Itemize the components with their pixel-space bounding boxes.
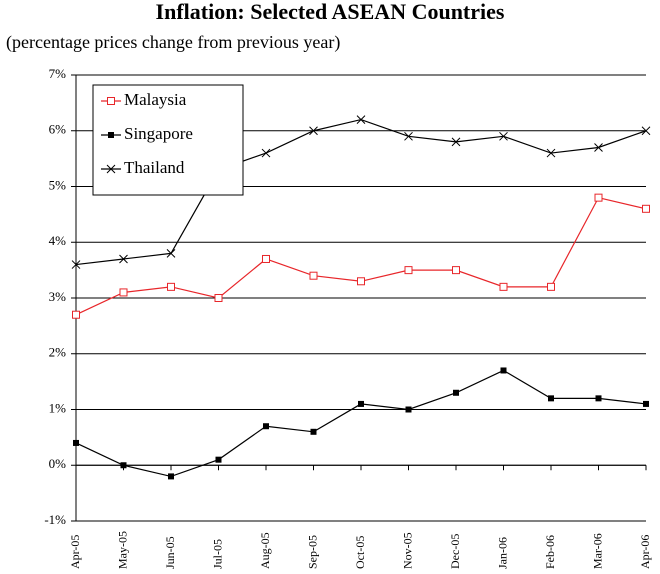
y-tick-label: -1% [44, 512, 66, 527]
data-point [262, 254, 270, 263]
chart-subtitle: (percentage prices change from previous … [6, 32, 340, 53]
series-line [75, 196, 647, 316]
y-tick-label: 2% [49, 345, 67, 360]
data-point [642, 204, 650, 213]
x-tick-label: Jun-05 [163, 536, 177, 569]
x-tick-label: Apr-05 [68, 535, 82, 569]
x-tick-label: Dec-05 [448, 534, 462, 569]
data-point [595, 395, 602, 402]
data-point [119, 254, 128, 264]
data-point [310, 428, 317, 435]
data-point [546, 148, 556, 158]
legend-label: Thailand [124, 158, 185, 177]
data-point [263, 423, 269, 430]
y-tick-label: 1% [49, 400, 67, 415]
data-point [358, 400, 364, 407]
data-point [548, 395, 554, 402]
data-point [168, 473, 174, 480]
x-tick-label: Nov-05 [400, 532, 414, 569]
y-tick-label: 0% [49, 456, 67, 471]
data-point [452, 266, 460, 275]
x-tick-label: Mar-06 [590, 533, 604, 569]
data-point [261, 148, 271, 158]
data-point [309, 271, 318, 280]
legend-marker [106, 164, 116, 174]
y-tick-label: 3% [49, 289, 67, 304]
x-tick-label: Jan-06 [495, 537, 509, 569]
x-tick-label: Aug-05 [258, 532, 272, 569]
x-tick-label: May-05 [115, 531, 129, 569]
data-point [120, 462, 127, 469]
data-point [166, 249, 176, 258]
legend-marker [107, 97, 115, 105]
data-point [643, 400, 649, 407]
data-point [215, 456, 222, 463]
data-point [499, 131, 508, 141]
y-tick-label: 5% [49, 177, 67, 192]
data-point [405, 406, 412, 413]
data-point [71, 260, 81, 269]
data-point [451, 137, 461, 147]
x-tick-label: Oct-05 [353, 536, 367, 569]
data-point [404, 131, 413, 141]
x-tick-label: Sep-05 [305, 535, 319, 569]
data-point [309, 126, 318, 136]
data-point [453, 389, 459, 396]
legend-label: Singapore [124, 124, 193, 143]
data-point [119, 288, 128, 297]
x-tick-label: Feb-06 [543, 535, 557, 569]
y-tick-label: 7% [49, 66, 67, 81]
data-point [594, 143, 603, 152]
x-tick-label: Jul-05 [210, 539, 224, 569]
data-point [500, 367, 507, 374]
data-point [214, 294, 223, 302]
data-point [357, 277, 365, 286]
data-point [499, 282, 508, 291]
chart-title: Inflation: Selected ASEAN Countries [156, 0, 505, 24]
legend-label: Malaysia [124, 90, 187, 109]
legend-box [92, 84, 244, 196]
legend-marker [108, 132, 114, 138]
x-tick-label: Apr-06 [638, 535, 652, 569]
data-point [594, 193, 603, 202]
data-point [167, 282, 175, 291]
data-point [547, 282, 555, 291]
data-point [72, 310, 80, 319]
series-line [75, 369, 647, 478]
data-point [356, 115, 366, 124]
data-point [641, 126, 651, 136]
data-point [404, 266, 413, 275]
data-point [73, 439, 79, 446]
y-tick-label: 6% [49, 122, 67, 137]
y-tick-label: 4% [49, 233, 67, 248]
